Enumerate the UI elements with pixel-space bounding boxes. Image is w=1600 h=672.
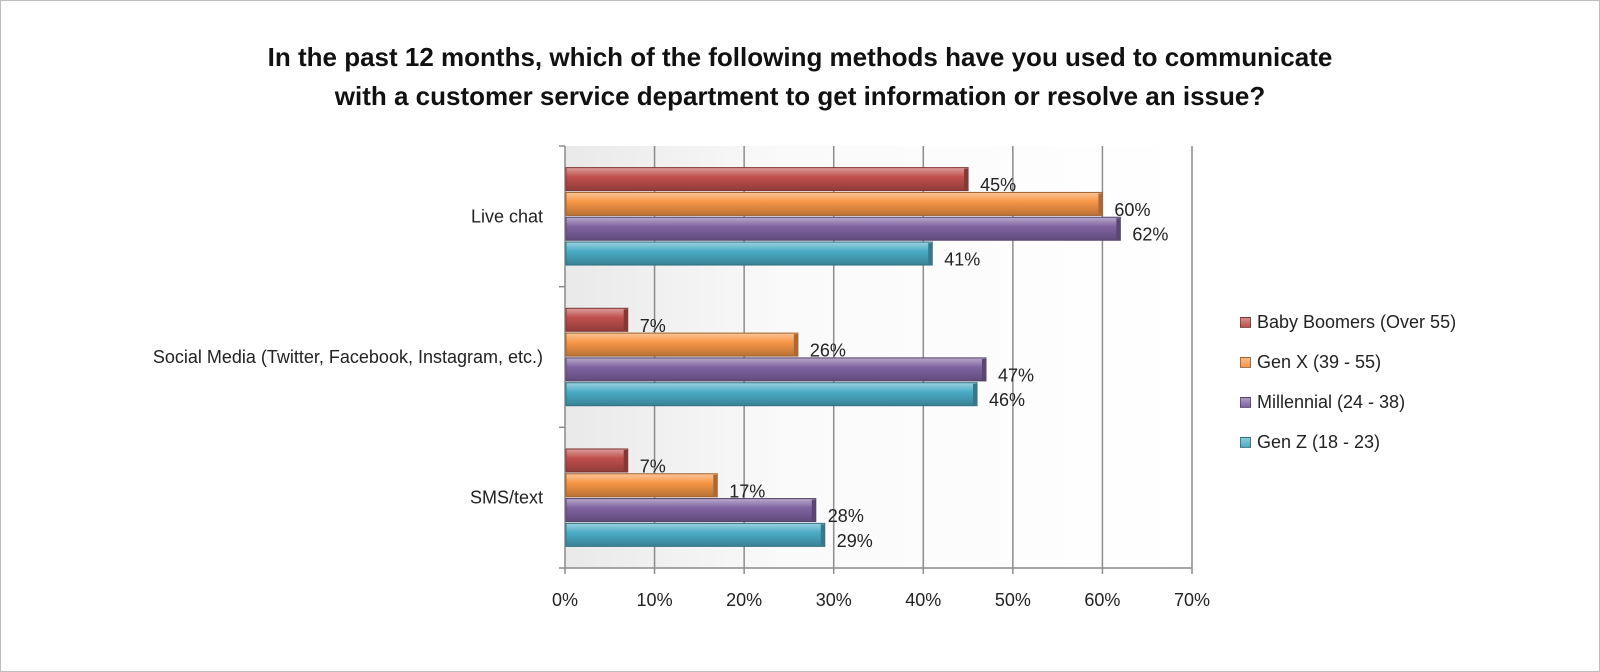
data-label-gen-x-39-55-social-media-twitter-facebook-instagram-etc: 26% — [810, 341, 846, 361]
legend-label-baby-boomers: Baby Boomers (Over 55) — [1257, 311, 1457, 332]
bar-baby-boomers-over-55-social-media-twitter-facebook-instagram-etc — [565, 307, 629, 332]
legend-swatch-gen-x — [1240, 356, 1251, 368]
bar-gen-x-39-55-sms-text — [565, 473, 718, 498]
legend-swatch-baby-boomers — [1240, 316, 1251, 328]
x-tick-label: 70% — [1174, 590, 1210, 610]
legend-swatch-gen-z — [1240, 436, 1251, 448]
bar-millennial-24-38-sms-text — [565, 498, 817, 523]
x-tick-label: 0% — [552, 590, 578, 610]
bar-end-cap — [981, 358, 986, 380]
bar-end-cap — [811, 499, 816, 521]
data-label-gen-z-18-23-live-chat: 41% — [944, 250, 980, 270]
plot-area — [565, 146, 1192, 568]
bar-end-cap — [793, 334, 798, 356]
legend-label-millennial: Millennial (24 - 38) — [1257, 391, 1406, 412]
category-label-live-chat: Live chat — [471, 206, 543, 226]
x-tick-label: 40% — [905, 590, 941, 610]
legend-label-gen-z: Gen Z (18 - 23) — [1257, 431, 1381, 452]
legend-swatch-millennial — [1240, 396, 1251, 408]
bar-end-cap — [820, 524, 825, 546]
bar-baby-boomers-over-55-live-chat — [565, 167, 969, 192]
bar-gen-x-39-55-social-media-twitter-facebook-instagram-etc — [565, 332, 799, 357]
data-label-baby-boomers-over-55-sms-text: 7% — [640, 456, 666, 476]
bar-end-cap — [1116, 218, 1121, 240]
bar-end-cap — [928, 243, 933, 265]
data-label-gen-z-18-23-social-media-twitter-facebook-instagram-etc: 46% — [989, 390, 1025, 410]
x-tick-label: 10% — [637, 590, 673, 610]
data-label-gen-x-39-55-sms-text: 17% — [729, 481, 765, 501]
data-label-millennial-24-38-sms-text: 28% — [828, 506, 864, 526]
bar-gen-z-18-23-live-chat — [565, 241, 933, 266]
chart-title-line-2: with a customer service department to ge… — [334, 81, 1266, 111]
data-label-baby-boomers-over-55-live-chat: 45% — [980, 175, 1016, 195]
bar-gen-z-18-23-sms-text — [565, 522, 826, 547]
data-label-gen-x-39-55-live-chat: 60% — [1114, 200, 1150, 220]
data-label-millennial-24-38-live-chat: 62% — [1132, 225, 1168, 245]
category-label-sms-text: SMS/text — [470, 488, 543, 508]
data-label-gen-z-18-23-sms-text: 29% — [837, 531, 873, 551]
x-tick-label: 20% — [726, 590, 762, 610]
category-label-social-media-twitter-facebook-instagram-etc: Social Media (Twitter, Facebook, Instagr… — [153, 347, 543, 367]
chart-title: In the past 12 months, which of the foll… — [0, 38, 1600, 116]
bar-end-cap — [623, 449, 628, 471]
bar-end-cap — [623, 309, 628, 331]
chart-title-line-1: In the past 12 months, which of the foll… — [267, 42, 1333, 72]
x-tick-label: 30% — [816, 590, 852, 610]
bar-end-cap — [964, 168, 969, 190]
legend-item-baby-boomers: Baby Boomers (Over 55) — [1240, 302, 1456, 342]
bar-millennial-24-38-social-media-twitter-facebook-instagram-etc — [565, 357, 987, 382]
bar-millennial-24-38-live-chat — [565, 216, 1121, 241]
bar-gen-x-39-55-live-chat — [565, 191, 1103, 216]
bar-baby-boomers-over-55-sms-text — [565, 448, 629, 473]
legend-item-gen-z: Gen Z (18 - 23) — [1240, 422, 1456, 462]
legend-item-millennial: Millennial (24 - 38) — [1240, 382, 1456, 422]
legend: Baby Boomers (Over 55) Gen X (39 - 55) M… — [1240, 302, 1456, 462]
data-label-baby-boomers-over-55-social-media-twitter-facebook-instagram-etc: 7% — [640, 316, 666, 336]
bar-end-cap — [713, 474, 718, 496]
bar-gen-z-18-23-social-media-twitter-facebook-instagram-etc — [565, 382, 978, 407]
bar-end-cap — [973, 383, 978, 405]
legend-label-gen-x: Gen X (39 - 55) — [1257, 351, 1382, 372]
bar-end-cap — [1098, 193, 1103, 215]
x-tick-label: 50% — [995, 590, 1031, 610]
data-label-millennial-24-38-social-media-twitter-facebook-instagram-etc: 47% — [998, 365, 1034, 385]
x-tick-label: 60% — [1084, 590, 1120, 610]
legend-item-gen-x: Gen X (39 - 55) — [1240, 342, 1456, 382]
